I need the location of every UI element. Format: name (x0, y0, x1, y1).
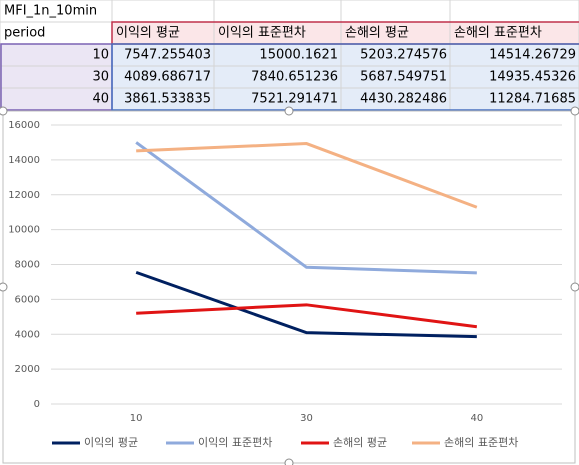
legend-label: 손해의 표준편차 (444, 435, 518, 449)
y-tick-label: 10000 (8, 225, 40, 236)
x-tick-label: 10 (130, 413, 143, 424)
value-cell: 30 (92, 70, 109, 85)
header-cell: 이익의 평균 (116, 26, 180, 41)
y-tick-label: 8000 (15, 260, 40, 271)
range-fill-period (0, 44, 112, 110)
handle[interactable] (570, 282, 579, 292)
value-cell: 4089.686717 (124, 70, 211, 85)
legend-label: 이익의 표준편차 (198, 436, 272, 449)
value-cell: 14935.45326 (489, 70, 576, 85)
chart-area[interactable] (2, 110, 576, 464)
y-tick-label: 14000 (8, 155, 40, 166)
selection-handles (0, 106, 579, 465)
value-cell: 3861.533835 (124, 92, 211, 107)
y-tick-label: 6000 (15, 294, 40, 305)
header-cell: period (4, 26, 45, 41)
header-cell: 손해의 표준편차 (454, 26, 542, 41)
handle[interactable] (570, 106, 579, 116)
handle[interactable] (284, 106, 294, 116)
range-fill-values (112, 44, 579, 110)
value-cell: 15000.1621 (259, 48, 338, 63)
value-cell: 5203.274576 (360, 48, 447, 63)
value-cell: 4430.282486 (360, 92, 447, 107)
y-tick-label: 12000 (8, 190, 40, 201)
handle[interactable] (0, 282, 8, 292)
y-tick-label: 0 (34, 399, 40, 410)
legend-label: 손해의 평균 (333, 435, 387, 449)
value-cell: 7547.255403 (124, 48, 211, 63)
header-cell: 손해의 평균 (345, 26, 409, 41)
handle[interactable] (0, 106, 8, 116)
value-cell: 7840.651236 (251, 70, 338, 85)
range-border-values (111, 43, 579, 111)
x-tick-label: 40 (470, 413, 483, 424)
series-line (135, 141, 477, 275)
value-cell: 14514.26729 (489, 48, 576, 63)
y-tick-label: 2000 (15, 364, 40, 375)
series-line (135, 270, 477, 339)
value-cell: 5687.549751 (360, 70, 447, 85)
value-cell: 10 (92, 48, 109, 63)
range-fill-header (112, 22, 579, 44)
series-line (136, 303, 478, 329)
chart: 0 2000 4000 6000 8000 10000 12000 14000 16000 10 3… (8, 120, 562, 449)
sheet-title: MFI_1n_10min (4, 4, 97, 19)
legend-label: 이익의 평균 (84, 436, 138, 449)
y-tick-label: 4000 (15, 329, 40, 340)
handle[interactable] (284, 458, 294, 465)
value-cell: 7521.291471 (251, 92, 338, 107)
x-tick-label: 30 (300, 413, 313, 424)
value-cell: 11284.71685 (489, 92, 576, 107)
value-cell: 40 (92, 92, 109, 107)
y-tick-label: 16000 (8, 120, 40, 131)
header-cell: 이익의 표준편차 (218, 26, 306, 41)
series-line (136, 142, 478, 209)
